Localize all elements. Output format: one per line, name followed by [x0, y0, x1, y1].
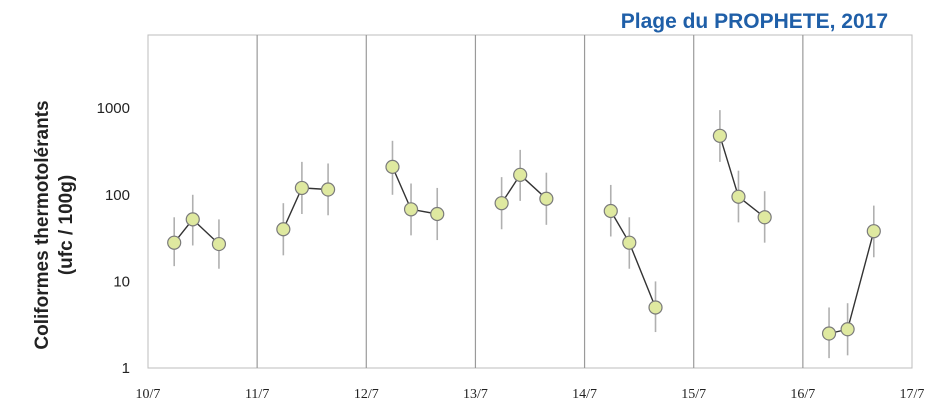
- day-series-16-7: [821, 205, 881, 359]
- data-point: [757, 210, 772, 225]
- x-tick-label: 10/7: [136, 387, 161, 402]
- day-series-11-7: [276, 161, 336, 256]
- data-point: [539, 191, 554, 206]
- data-point: [866, 224, 881, 239]
- data-point: [385, 159, 400, 174]
- day-series-10-7: [167, 194, 227, 269]
- x-tick-labels: 10/7 11/7 12/7 13/7 14/7 15/7 16/7 17/7: [136, 387, 925, 402]
- x-tick-label: 15/7: [681, 387, 706, 402]
- data-point: [821, 326, 837, 341]
- data-point: [276, 222, 291, 237]
- y-axis-label-line2: (ufc / 100g): [56, 175, 77, 275]
- data-point: [167, 235, 182, 250]
- x-tick-label: 11/7: [245, 387, 269, 402]
- x-tick-label: 17/7: [900, 387, 925, 402]
- y-tick-label: 1000: [97, 100, 130, 117]
- data-point: [185, 212, 200, 227]
- y-tick-label: 1: [122, 360, 130, 377]
- data-point: [712, 128, 728, 143]
- data-point: [731, 189, 746, 204]
- chart-title: Plage du PROPHETE, 2017: [621, 10, 888, 33]
- data-point: [494, 196, 509, 211]
- data-point: [403, 202, 419, 217]
- data-point: [603, 203, 618, 219]
- data-point: [622, 235, 637, 250]
- y-axis-label: Coliformes thermotolérants (ufc / 100g): [32, 100, 77, 349]
- y-tick-labels: 1 10 100 1000: [97, 100, 130, 377]
- x-tick-label: 12/7: [354, 387, 379, 402]
- data-point: [513, 167, 528, 182]
- series-line: [828, 231, 875, 335]
- data-point: [320, 182, 336, 197]
- y-axis-label-line1: Coliformes thermotolérants: [32, 100, 53, 349]
- data-point: [294, 180, 309, 196]
- day-series-14-7: [603, 184, 663, 333]
- x-tick-label: 16/7: [790, 387, 815, 402]
- day-series-15-7: [712, 110, 772, 243]
- x-tick-label: 13/7: [463, 387, 488, 402]
- series-line: [282, 187, 329, 230]
- data-point: [840, 322, 855, 337]
- series-line: [719, 135, 766, 218]
- series-line: [610, 210, 657, 308]
- day-series-13-7: [494, 149, 554, 230]
- y-tick-label: 10: [113, 273, 130, 290]
- x-tick-label: 14/7: [572, 387, 597, 402]
- data-point: [648, 300, 663, 315]
- y-tick-label: 100: [105, 187, 130, 204]
- grid-lines: [256, 35, 804, 368]
- data-point: [211, 236, 227, 252]
- plot-frame: [147, 34, 913, 369]
- day-series-12-7: [385, 140, 445, 241]
- series-group: [167, 110, 881, 359]
- data-point: [430, 206, 445, 222]
